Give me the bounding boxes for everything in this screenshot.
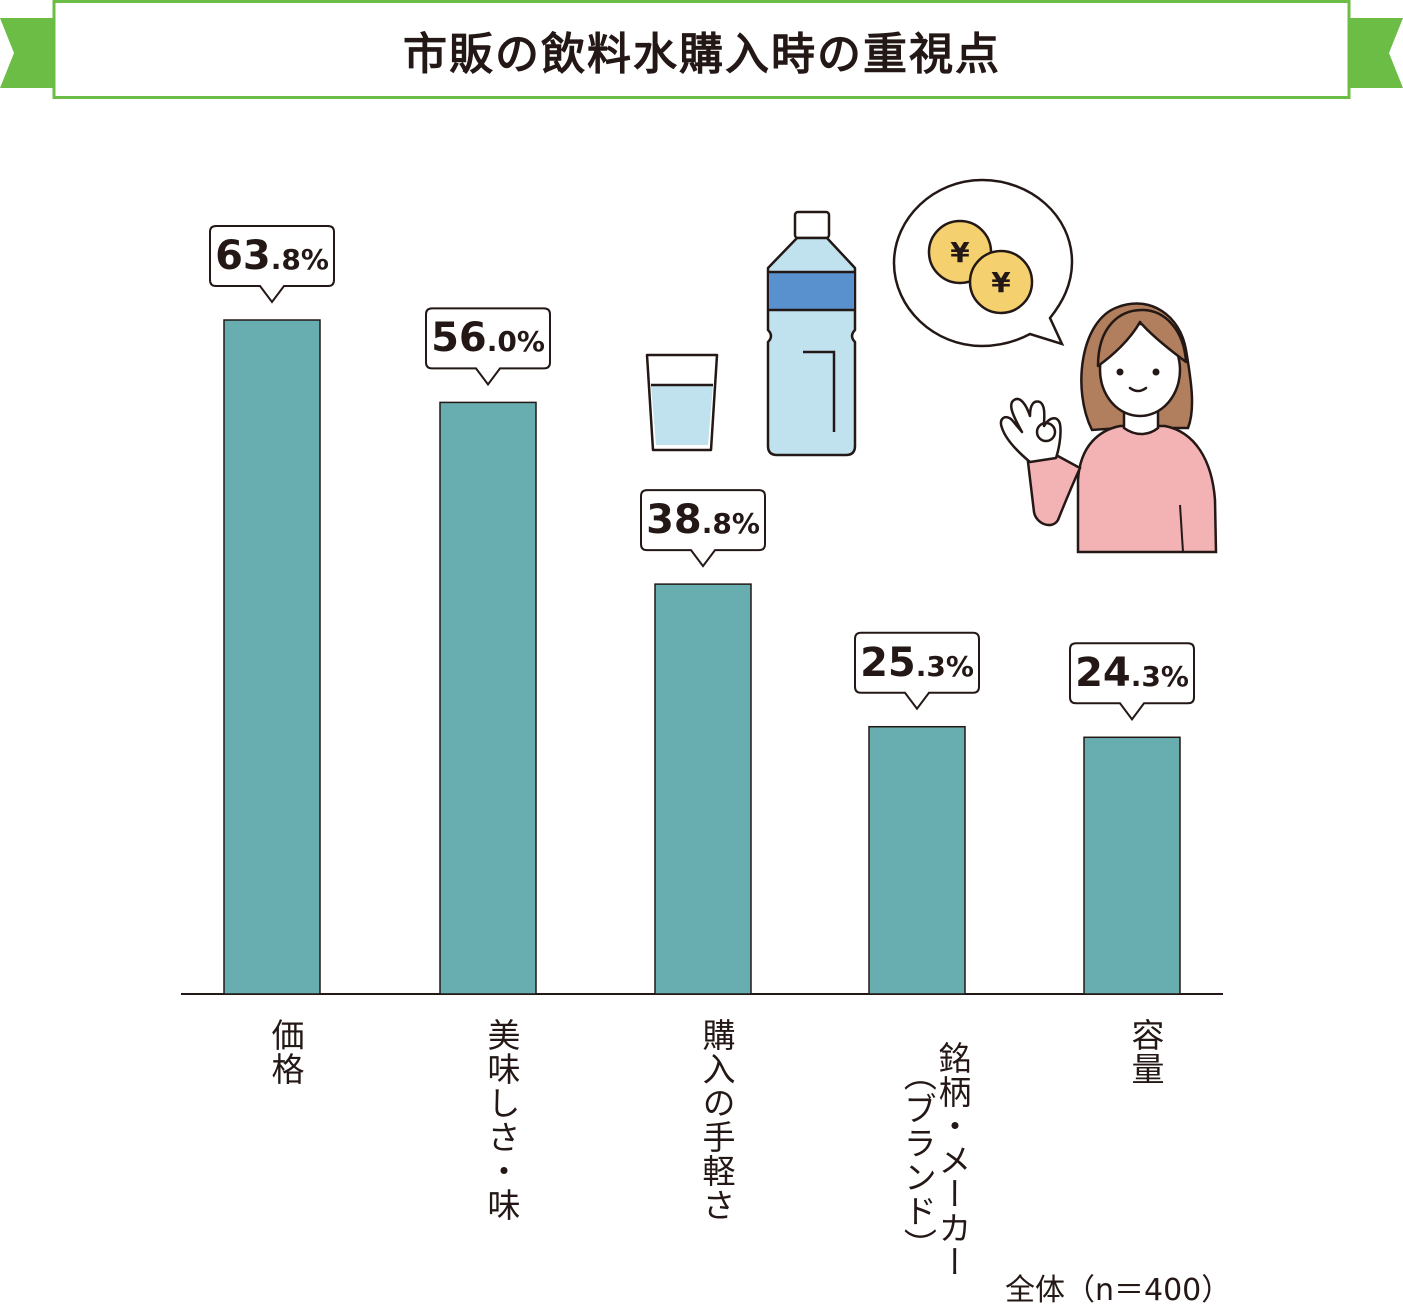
data-label: 38.8% bbox=[641, 490, 765, 550]
x-tick-label-main: 銘柄・メーカー bbox=[933, 1041, 972, 1279]
title-banner bbox=[0, 0, 1403, 99]
x-tick-label: 価格 bbox=[242, 1018, 305, 1086]
data-label-decimal: .3% bbox=[915, 649, 974, 683]
bar bbox=[868, 725, 966, 995]
data-label-integer: 24 bbox=[1075, 650, 1131, 697]
sample-size-note: 全体（n＝400） bbox=[1005, 1273, 1232, 1308]
value-callout-bubble bbox=[854, 631, 980, 711]
x-tick-label-main: 容量 bbox=[1126, 1018, 1165, 1086]
x-tick-label: 購入の手軽さ bbox=[673, 1018, 736, 1222]
x-tick-label-main: 価格 bbox=[266, 1018, 305, 1086]
data-label-decimal: .0% bbox=[486, 325, 545, 359]
coins-speech-bubble-icon: ¥ ¥ bbox=[892, 178, 1074, 348]
data-label-integer: 38 bbox=[646, 497, 702, 544]
x-tick-label-main: 美味しさ・味 bbox=[482, 1018, 521, 1222]
bar bbox=[1083, 736, 1181, 995]
data-label-integer: 63 bbox=[215, 233, 271, 279]
value-callout-bubble bbox=[1069, 642, 1195, 721]
value-callout-bubble bbox=[425, 307, 551, 387]
data-label-integer: 25 bbox=[860, 639, 916, 686]
bar bbox=[654, 583, 752, 995]
coin-symbol: ¥ bbox=[991, 266, 1011, 299]
x-tick-label: 銘柄・メーカー（ブランド） bbox=[865, 1018, 972, 1302]
data-label: 63.8% bbox=[210, 226, 334, 286]
x-tick-label-sub: （ブランド） bbox=[898, 1058, 938, 1262]
data-label-decimal: .3% bbox=[1130, 660, 1189, 694]
bar bbox=[439, 401, 537, 995]
coin-symbol: ¥ bbox=[950, 236, 970, 269]
chart-title: 市販の飲料水購入時の重視点 bbox=[403, 28, 1001, 80]
data-label-decimal: .8% bbox=[270, 243, 329, 276]
x-tick-label: 容量 bbox=[1102, 1018, 1165, 1086]
data-label-decimal: .8% bbox=[701, 507, 760, 541]
x-tick-label: 美味しさ・味 bbox=[458, 1018, 521, 1222]
data-label: 24.3% bbox=[1070, 643, 1194, 703]
data-label: 56.0% bbox=[426, 308, 550, 368]
value-callout-bubble bbox=[640, 489, 766, 568]
water-glass-icon bbox=[645, 353, 719, 452]
data-label: 25.3% bbox=[855, 633, 979, 693]
woman-ok-sign-icon bbox=[999, 302, 1218, 554]
value-callout-bubble bbox=[209, 225, 335, 304]
water-bottle-icon bbox=[766, 210, 857, 457]
data-label-integer: 56 bbox=[431, 315, 487, 362]
bar bbox=[223, 319, 321, 995]
x-tick-label-main: 購入の手軽さ bbox=[697, 1018, 736, 1222]
